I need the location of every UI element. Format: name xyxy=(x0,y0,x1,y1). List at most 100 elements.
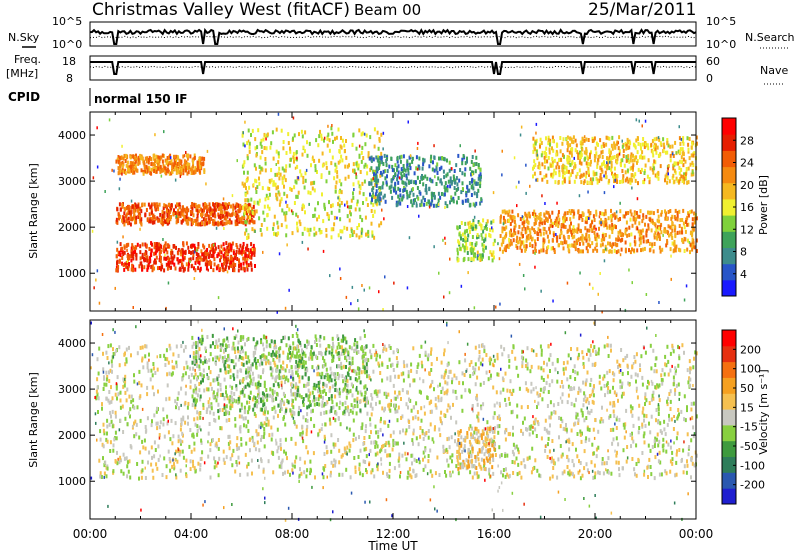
power-cell xyxy=(237,250,240,255)
power-cell xyxy=(514,223,517,228)
power-cell xyxy=(544,159,547,164)
power-cell xyxy=(369,167,372,172)
power-cell xyxy=(337,233,340,238)
power-cell xyxy=(205,213,208,217)
power-cell xyxy=(550,218,553,223)
power-noise-cell xyxy=(408,236,411,240)
velocity-cell xyxy=(626,445,629,449)
velocity-cell xyxy=(537,422,540,427)
power-cell xyxy=(442,169,445,174)
power-cell xyxy=(170,159,173,164)
power-cell xyxy=(414,180,417,185)
power-cell xyxy=(185,168,187,173)
power-cell xyxy=(619,217,621,221)
power-cell xyxy=(196,211,199,215)
power-cell xyxy=(144,258,147,262)
power-noise-cell xyxy=(579,271,581,275)
power-cell xyxy=(674,246,677,251)
power-cell xyxy=(314,168,317,173)
velocity-cell xyxy=(270,425,273,430)
velocity-cell xyxy=(207,454,210,459)
velocity-cell xyxy=(383,391,386,396)
power-cell xyxy=(385,180,388,185)
power-noise-cell xyxy=(566,137,568,141)
velocity-cell xyxy=(622,466,624,471)
power-cell xyxy=(545,136,547,141)
velocity-cell xyxy=(390,363,393,368)
power-cell xyxy=(136,242,139,247)
velocity-cell xyxy=(193,375,196,380)
power-cell xyxy=(169,153,172,158)
velocity-cell xyxy=(418,460,421,465)
power-cell xyxy=(169,260,172,265)
power-cell xyxy=(554,171,557,176)
power-cell xyxy=(468,225,471,230)
power-cell xyxy=(219,258,222,263)
power-cell xyxy=(230,204,232,209)
power-cell xyxy=(210,216,213,221)
power-cell xyxy=(548,214,551,219)
power-cell xyxy=(384,169,387,174)
power-cell xyxy=(649,166,652,171)
power-cell xyxy=(264,168,267,173)
velocity-cell xyxy=(424,464,427,469)
power-cell xyxy=(405,173,408,178)
power-cell xyxy=(120,169,123,174)
power-cell xyxy=(248,203,251,208)
power-cell xyxy=(120,155,123,160)
power-cell xyxy=(599,211,602,216)
power-cell xyxy=(653,137,656,142)
power-cell xyxy=(209,261,212,266)
power-cell xyxy=(563,154,565,159)
velocity-cell xyxy=(566,400,569,405)
power-cell xyxy=(572,214,575,219)
power-cell xyxy=(361,218,364,223)
velocity-cell xyxy=(405,428,408,433)
velocity-cell xyxy=(318,384,321,389)
power-cell xyxy=(209,250,212,255)
power-cell xyxy=(562,234,565,239)
power-cell xyxy=(352,191,354,196)
power-cell xyxy=(117,166,120,171)
velocity-cell xyxy=(592,393,595,398)
power-cell xyxy=(614,215,617,220)
power-noise-cell xyxy=(254,230,256,233)
power-cell xyxy=(340,154,343,159)
velocity-cell xyxy=(143,438,146,443)
velocity-cell xyxy=(371,396,374,401)
power-cell xyxy=(628,225,631,230)
power-cell xyxy=(576,241,579,246)
power-cell xyxy=(516,235,519,240)
power-cell xyxy=(211,244,214,249)
velocity-cell xyxy=(397,458,400,463)
power-cell xyxy=(124,207,127,212)
velocity-cell xyxy=(155,462,158,467)
velocity-cell xyxy=(530,470,533,475)
velocity-cell xyxy=(575,415,578,420)
velocity-cell xyxy=(262,469,265,474)
velocity-cell xyxy=(154,371,157,375)
power-cell xyxy=(375,189,378,194)
velocity-cell xyxy=(444,370,447,375)
power-cell xyxy=(192,256,195,261)
velocity-cell xyxy=(548,449,551,454)
power-cell xyxy=(225,221,228,226)
velocity-cell xyxy=(180,421,183,426)
power-noise-cell xyxy=(297,215,299,219)
velocity-cell xyxy=(108,379,111,383)
power-cell xyxy=(600,218,602,223)
power-cell xyxy=(569,227,572,232)
velocity-cell xyxy=(236,462,238,467)
power-cell xyxy=(584,156,587,161)
power-cell xyxy=(676,178,679,183)
power-cell xyxy=(453,186,456,190)
power-cell xyxy=(226,259,229,264)
power-cell xyxy=(291,211,294,216)
power-cell xyxy=(171,164,174,169)
power-cell xyxy=(226,206,228,211)
power-cell xyxy=(420,199,423,204)
power-cell xyxy=(412,192,415,197)
velocity-cell xyxy=(235,443,238,448)
power-cell xyxy=(294,156,297,161)
power-cell xyxy=(679,141,682,146)
